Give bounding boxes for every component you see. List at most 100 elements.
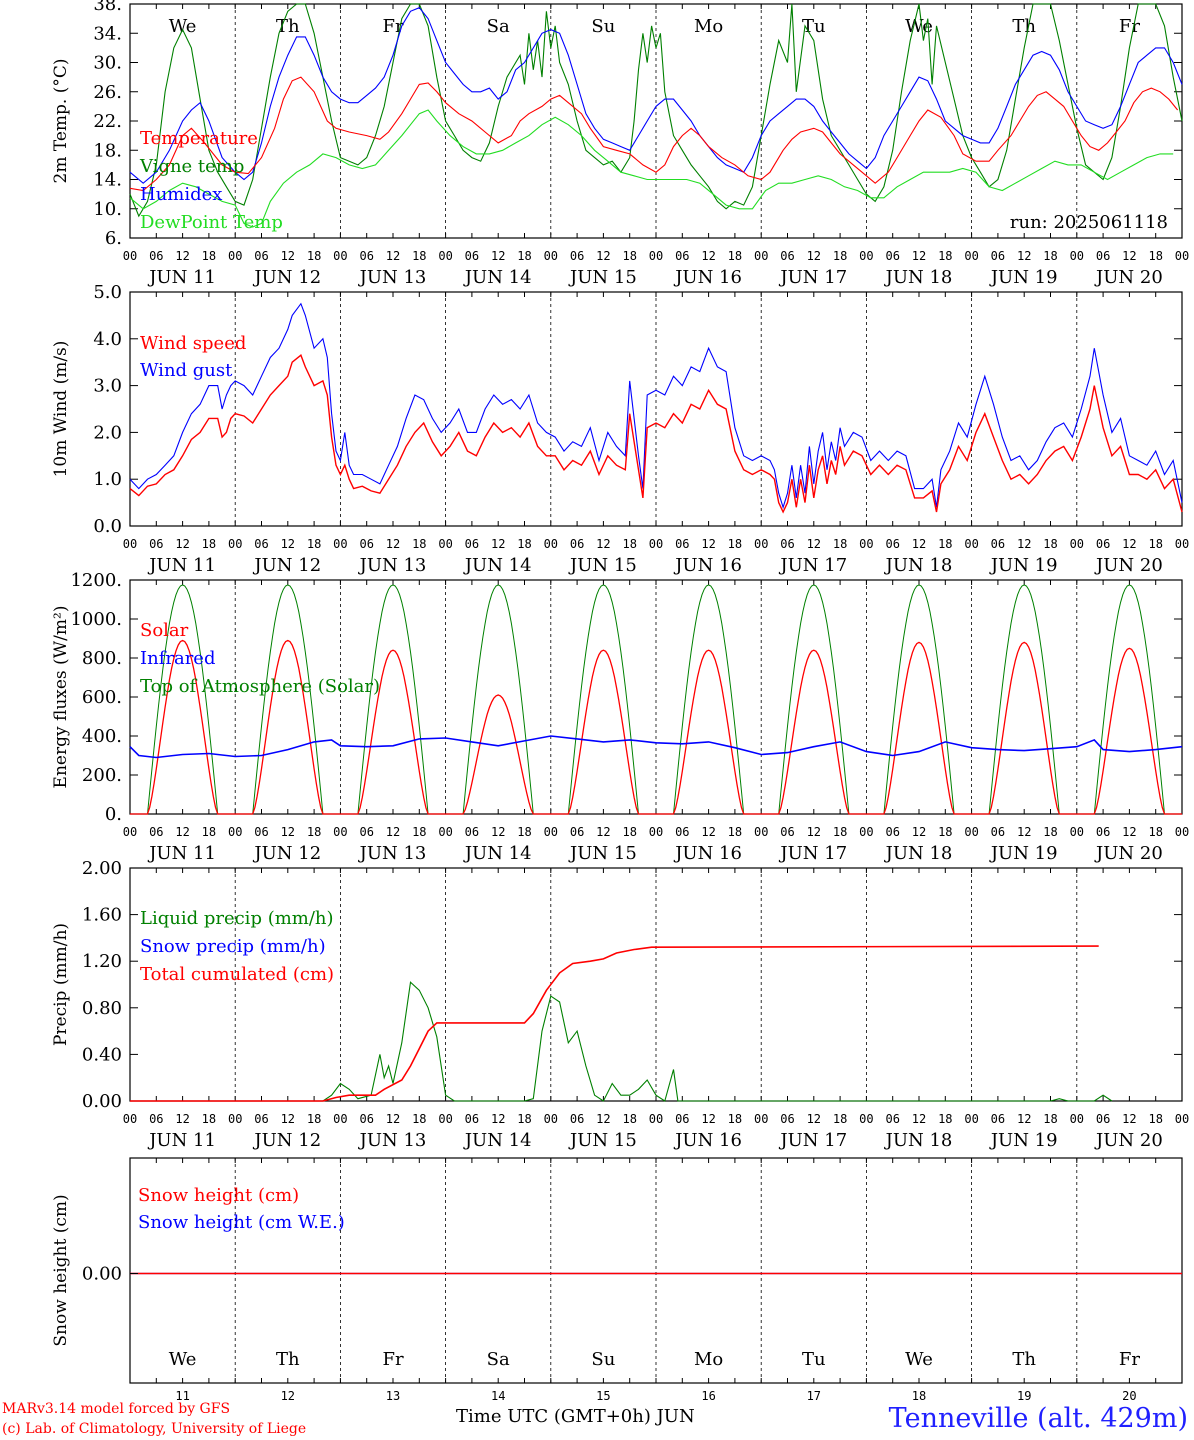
legend-entry: Snow height (cm) (138, 1185, 299, 1206)
hour-tick-label: 12 (281, 249, 295, 263)
day-of-week-label: Su (591, 1349, 615, 1370)
hour-tick-label: 00 (1175, 249, 1189, 263)
hour-tick-label: 00 (123, 537, 137, 551)
series-line-wind-speed (129, 354, 1183, 514)
lab-credit: (c) Lab. of Climatology, University of L… (2, 1421, 307, 1437)
date-label: JUN 11 (147, 1130, 216, 1151)
hour-tick-label: 00 (1175, 1112, 1189, 1126)
hour-tick-label: 00 (649, 537, 663, 551)
hour-tick-label: 06 (675, 249, 689, 263)
hour-tick-label: 12 (386, 537, 400, 551)
hour-tick-label: 12 (807, 249, 821, 263)
hour-tick-label: 18 (412, 249, 426, 263)
y-tick-label: 5.0 (93, 282, 122, 303)
hour-tick-label: 06 (149, 1112, 163, 1126)
y-tick-label: 800. (82, 648, 122, 669)
hour-tick-label: 06 (570, 1112, 584, 1126)
hour-tick-label: 00 (228, 249, 242, 263)
hour-tick-label: 18 (833, 249, 847, 263)
day-of-week-label: Tu (802, 1349, 826, 1370)
y-tick-label: 2.00 (82, 858, 122, 879)
date-label: JUN 17 (778, 267, 847, 288)
hour-tick-label: 00 (438, 825, 452, 839)
hour-tick-label: 00 (859, 825, 873, 839)
hour-tick-label: 12 (1017, 249, 1031, 263)
hour-tick-label: 00 (123, 825, 137, 839)
day-number-label: 13 (386, 1389, 400, 1403)
hour-tick-label: 06 (359, 537, 373, 551)
station-name: Tenneville (alt. 429m) (888, 1403, 1188, 1434)
hour-tick-label: 12 (701, 249, 715, 263)
hour-tick-label: 06 (991, 537, 1005, 551)
date-label: JUN 19 (989, 267, 1058, 288)
date-label: JUN 11 (147, 267, 216, 288)
x-axis-title: Time UTC (GMT+0h) JUN (456, 1406, 695, 1427)
y-tick-label: 6. (105, 228, 122, 249)
date-label: JUN 20 (1094, 1130, 1163, 1151)
hour-tick-label: 00 (1175, 537, 1189, 551)
hour-tick-label: 06 (885, 249, 899, 263)
day-of-week-label: Th (276, 16, 300, 37)
day-of-week-label: Mo (694, 1349, 723, 1370)
series-line-total-cumulated (130, 945, 1099, 1102)
hour-tick-label: 00 (438, 1112, 452, 1126)
hour-tick-label: 12 (491, 537, 505, 551)
y-tick-label: 0.40 (82, 1044, 122, 1065)
hour-tick-label: 18 (307, 825, 321, 839)
hour-tick-label: 12 (491, 825, 505, 839)
hour-tick-label: 12 (912, 537, 926, 551)
hour-tick-label: 00 (1175, 825, 1189, 839)
hour-tick-label: 06 (465, 825, 479, 839)
day-of-week-label: Th (1012, 16, 1036, 37)
y-tick-label: 0.80 (82, 998, 122, 1019)
hour-tick-label: 12 (491, 249, 505, 263)
y-tick-label: 0. (105, 804, 122, 825)
y-tick-label: 38. (93, 0, 122, 15)
panel-1: 00 06 12 18 JUN 11 00 06 12 18 JUN 12 00 06 12 18 JUN … (51, 0, 1189, 288)
y-tick-label: 600. (82, 687, 122, 708)
legend-entry: DewPoint Temp (140, 212, 283, 233)
hour-tick-label: 00 (649, 825, 663, 839)
hour-tick-label: 00 (1070, 1112, 1084, 1126)
hour-tick-label: 06 (780, 1112, 794, 1126)
y-axis-label: Precip (mm/h) (51, 923, 71, 1046)
day-of-week-label: Th (276, 1349, 300, 1370)
y-tick-label: 1.20 (82, 951, 122, 972)
hour-tick-label: 12 (1017, 1112, 1031, 1126)
hour-tick-label: 00 (754, 249, 768, 263)
date-label: JUN 15 (568, 267, 637, 288)
day-number-label: 12 (281, 1389, 295, 1403)
day-of-week-label: Sa (487, 1349, 510, 1370)
hour-tick-label: 06 (885, 537, 899, 551)
hour-tick-label: 18 (1148, 1112, 1162, 1126)
legend-entry: Snow precip (mm/h) (140, 936, 326, 957)
hour-tick-label: 06 (254, 249, 268, 263)
date-label: JUN 20 (1094, 843, 1163, 864)
hour-tick-label: 06 (991, 1112, 1005, 1126)
hour-tick-label: 00 (1070, 249, 1084, 263)
hour-tick-label: 00 (544, 537, 558, 551)
hour-tick-label: 18 (1043, 249, 1057, 263)
series-line-solar (130, 639, 1182, 815)
hour-tick-label: 12 (596, 825, 610, 839)
panel-5: 0.00 Snow height (cm) We Th Fr Sa Su Mo Tu We Th Fr (51, 1157, 1183, 1384)
hour-tick-label: 12 (1122, 249, 1136, 263)
date-label: JUN 18 (884, 555, 953, 576)
hour-tick-label: 06 (149, 537, 163, 551)
y-tick-label: 1000. (70, 609, 122, 630)
series-line-wind-gust (129, 302, 1183, 510)
hour-tick-label: 00 (964, 537, 978, 551)
hour-tick-label: 12 (1122, 537, 1136, 551)
hour-tick-label: 18 (938, 1112, 952, 1126)
hour-tick-label: 18 (202, 1112, 216, 1126)
day-of-week-label: Mo (694, 16, 723, 37)
hour-tick-label: 18 (1043, 825, 1057, 839)
hour-tick-label: 18 (938, 537, 952, 551)
date-label: JUN 17 (778, 1130, 847, 1151)
hour-tick-label: 00 (228, 825, 242, 839)
day-of-week-label: We (905, 1349, 933, 1370)
series-line-liquid-precip (130, 981, 1113, 1102)
hour-tick-label: 18 (833, 537, 847, 551)
hour-tick-label: 18 (202, 537, 216, 551)
hour-tick-label: 12 (281, 537, 295, 551)
